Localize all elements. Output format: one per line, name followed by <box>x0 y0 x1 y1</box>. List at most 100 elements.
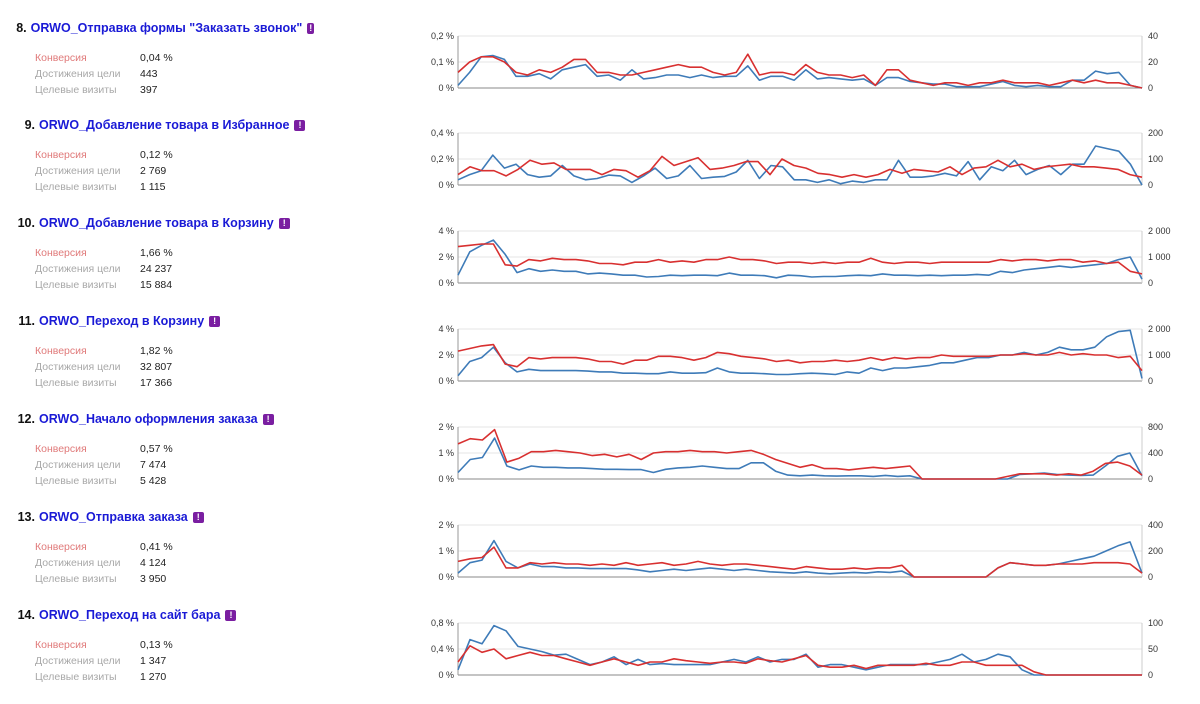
goal-title: 11. ORWO_Переход в Корзину! <box>14 313 314 329</box>
left-axis-tick-label: 0 % <box>438 474 454 484</box>
goal-title: 13. ORWO_Отправка заказа! <box>14 509 314 525</box>
right-axis-tick-label: 200 <box>1148 546 1163 556</box>
left-axis-tick-label: 1 % <box>438 546 454 556</box>
exclamation-badge-icon[interactable]: ! <box>262 413 274 425</box>
metric-label: Достижения цели <box>35 263 121 275</box>
target-visits-series-line <box>457 624 1142 676</box>
right-axis-tick-label: 50 <box>1148 644 1158 654</box>
left-axis-tick-label: 2 % <box>438 422 454 432</box>
metric-row-conversion: Конверсия 0,13 % <box>35 637 173 653</box>
left-axis-tick-label: 0,1 % <box>431 57 454 67</box>
right-axis-tick-label: 400 <box>1148 448 1163 458</box>
metric-row-goal-reaches: Достижения цели 2 769 <box>35 163 173 179</box>
metric-value: 443 <box>140 68 158 80</box>
goal-number: 10. <box>17 216 35 230</box>
goal-number: 14. <box>17 608 35 622</box>
left-axis-tick-label: 0,4 % <box>431 128 454 138</box>
metric-label: Целевые визиты <box>35 181 117 193</box>
goal-title: 8. ORWO_Отправка формы "Заказать звонок"! <box>14 20 314 36</box>
metric-row-target-visits: Целевые визиты 1 270 <box>35 669 173 685</box>
metric-row-target-visits: Целевые визиты 1 115 <box>35 179 173 195</box>
exclamation-badge-icon[interactable]: ! <box>225 609 237 621</box>
metric-label: Целевые визиты <box>35 671 117 683</box>
metric-row-target-visits: Целевые визиты 17 366 <box>35 375 173 391</box>
goal-number: 13. <box>17 510 35 524</box>
right-axis-tick-label: 100 <box>1148 618 1163 628</box>
goal-name-link[interactable]: ORWO_Начало оформления заказа <box>39 412 258 426</box>
goal-title: 14. ORWO_Переход на сайт бара! <box>14 607 314 623</box>
exclamation-badge-icon[interactable]: ! <box>209 315 221 327</box>
left-axis-tick-label: 2 % <box>438 520 454 530</box>
left-axis-tick-label: 0,2 % <box>431 31 454 41</box>
right-axis-tick-label: 1 000 <box>1148 350 1171 360</box>
conversion-series-line <box>457 644 1142 676</box>
goal-name-link[interactable]: ORWO_Добавление товара в Корзину <box>39 216 274 230</box>
right-axis-tick-label: 0 <box>1148 670 1153 680</box>
metric-label: Достижения цели <box>35 557 121 569</box>
left-axis-tick-label: 0 % <box>438 572 454 582</box>
exclamation-badge-icon[interactable]: ! <box>192 511 204 523</box>
goal-metrics: Конверсия 1,82 % Достижения цели 32 807 Целе… <box>35 343 173 391</box>
metric-value: 3 950 <box>140 573 167 585</box>
goal-trend-chart: 0 % 0,1 % 0,2 % 0 20 40 <box>431 31 1158 93</box>
metric-value: 0,41 % <box>140 541 173 553</box>
goal-name-link[interactable]: ORWO_Переход в Корзину <box>39 314 205 328</box>
metric-label: Достижения цели <box>35 655 121 667</box>
target-visits-series-line <box>457 239 1143 280</box>
exclamation-badge-icon[interactable]: ! <box>294 119 306 131</box>
goal-number: 8. <box>16 21 27 35</box>
metric-value: 32 807 <box>140 361 173 373</box>
metric-label: Конверсия <box>35 247 87 259</box>
goal-metrics: Конверсия 1,66 % Достижения цели 24 237 Целе… <box>35 245 173 293</box>
metric-value: 15 884 <box>140 279 173 291</box>
metric-value: 24 237 <box>140 263 173 275</box>
metric-label: Достижения цели <box>35 68 121 80</box>
metric-row-conversion: Конверсия 0,12 % <box>35 147 173 163</box>
metric-value: 0,12 % <box>140 149 173 161</box>
metric-value: 397 <box>140 84 158 96</box>
goal-metrics: Конверсия 0,57 % Достижения цели 7 474 Целев… <box>35 441 173 489</box>
metric-label: Конверсия <box>35 345 87 357</box>
goal-name-link[interactable]: ORWO_Добавление товара в Избранное <box>39 118 290 132</box>
metric-row-conversion: Конверсия 1,66 % <box>35 245 173 261</box>
metric-label: Конверсия <box>35 52 87 64</box>
metric-label: Целевые визиты <box>35 573 117 585</box>
metric-value: 7 474 <box>140 459 167 471</box>
left-axis-tick-label: 0 % <box>438 670 454 680</box>
metric-row-goal-reaches: Достижения цели 1 347 <box>35 653 173 669</box>
right-axis-tick-label: 2 000 <box>1148 324 1171 334</box>
goal-title: 10. ORWO_Добавление товара в Корзину! <box>14 215 314 231</box>
metric-row-goal-reaches: Достижения цели 24 237 <box>35 261 173 277</box>
right-axis-tick-label: 800 <box>1148 422 1163 432</box>
goal-number: 9. <box>24 118 35 132</box>
goal-trend-chart: 0 % 2 % 4 % 0 1 000 2 000 <box>438 324 1171 386</box>
metric-label: Целевые визиты <box>35 279 117 291</box>
exclamation-badge-icon[interactable]: ! <box>307 22 314 34</box>
goal-name-link[interactable]: ORWO_Переход на сайт бара <box>39 608 221 622</box>
goal-metrics: Конверсия 0,04 % Достижения цели 443 Целевые… <box>35 50 173 98</box>
left-axis-tick-label: 0,4 % <box>431 644 454 654</box>
metric-label: Целевые визиты <box>35 377 117 389</box>
right-axis-tick-label: 200 <box>1148 128 1163 138</box>
metric-label: Целевые визиты <box>35 475 117 487</box>
metric-value: 2 769 <box>140 165 167 177</box>
goal-trend-chart: 0 % 0,4 % 0,8 % 0 50 100 <box>431 618 1163 680</box>
goal-metrics: Конверсия 0,12 % Достижения цели 2 769 Целев… <box>35 147 173 195</box>
metric-value: 1,82 % <box>140 345 173 357</box>
metric-label: Конверсия <box>35 443 87 455</box>
metric-label: Целевые визиты <box>35 84 117 96</box>
left-axis-tick-label: 0 % <box>438 180 454 190</box>
goal-name-link[interactable]: ORWO_Отправка формы "Заказать звонок" <box>30 21 303 35</box>
left-axis-tick-label: 0 % <box>438 376 454 386</box>
target-visits-series-line <box>457 329 1143 379</box>
target-visits-series-line <box>457 437 1143 480</box>
goal-name-link[interactable]: ORWO_Отправка заказа <box>39 510 188 524</box>
right-axis-tick-label: 2 000 <box>1148 226 1171 236</box>
metric-row-goal-reaches: Достижения цели 4 124 <box>35 555 173 571</box>
metric-row-conversion: Конверсия 0,41 % <box>35 539 173 555</box>
conversion-series-line <box>457 428 1143 480</box>
metric-value: 0,04 % <box>140 52 173 64</box>
exclamation-badge-icon[interactable]: ! <box>278 217 290 229</box>
left-axis-tick-label: 0 % <box>438 278 454 288</box>
right-axis-tick-label: 100 <box>1148 154 1163 164</box>
